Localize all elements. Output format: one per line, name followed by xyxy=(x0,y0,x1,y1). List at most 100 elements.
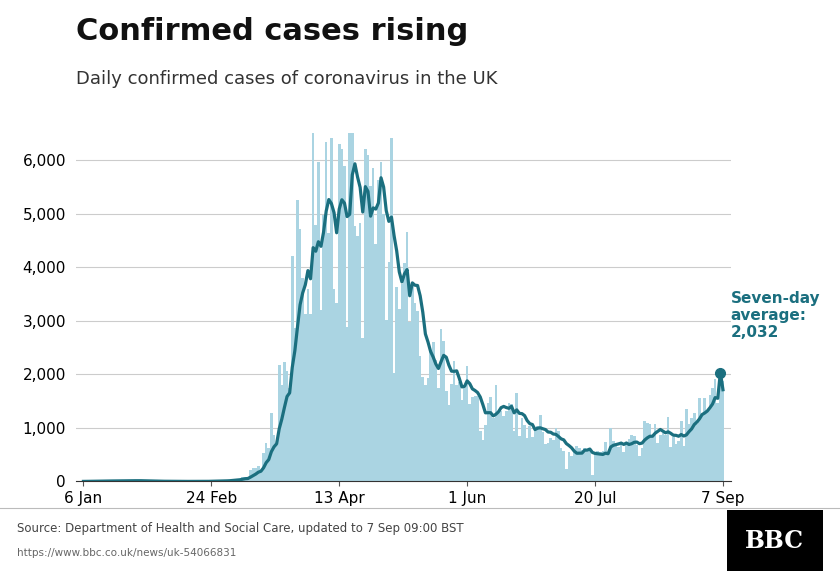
Bar xyxy=(317,162,320,481)
Bar xyxy=(270,414,273,481)
Bar xyxy=(688,423,690,481)
Bar xyxy=(455,385,458,481)
Bar xyxy=(625,443,627,481)
Bar xyxy=(370,186,372,481)
Bar xyxy=(432,342,434,481)
Bar xyxy=(696,424,698,481)
Bar xyxy=(228,480,231,481)
Bar xyxy=(434,360,437,481)
Bar xyxy=(398,310,401,481)
Bar xyxy=(393,373,396,481)
Bar xyxy=(422,377,424,481)
Bar xyxy=(669,447,672,481)
Bar xyxy=(523,425,526,481)
Bar xyxy=(293,328,297,481)
Bar xyxy=(622,452,625,481)
Bar xyxy=(492,418,495,481)
Bar xyxy=(617,447,620,481)
Bar xyxy=(351,12,354,481)
Bar xyxy=(234,479,236,481)
Text: Confirmed cases rising: Confirmed cases rising xyxy=(76,17,468,46)
Bar xyxy=(113,480,116,481)
Bar xyxy=(417,311,419,481)
Bar xyxy=(698,398,701,481)
Bar xyxy=(513,431,516,481)
Bar xyxy=(620,445,622,481)
Bar xyxy=(458,382,460,481)
Bar xyxy=(651,436,654,481)
Bar xyxy=(344,165,346,481)
Bar xyxy=(335,303,338,481)
Bar xyxy=(307,289,309,481)
Bar xyxy=(476,397,479,481)
Bar xyxy=(413,303,417,481)
Bar xyxy=(382,214,385,481)
Bar xyxy=(460,400,463,481)
Bar xyxy=(328,233,330,481)
Bar xyxy=(443,341,445,481)
Bar xyxy=(662,433,664,481)
Bar xyxy=(247,478,249,481)
Bar xyxy=(641,448,643,481)
Bar xyxy=(552,440,554,481)
Bar xyxy=(241,477,244,481)
Text: https://www.bbc.co.uk/news/uk-54066831: https://www.bbc.co.uk/news/uk-54066831 xyxy=(17,548,236,558)
Bar xyxy=(387,262,390,481)
Bar xyxy=(591,476,594,481)
Text: Daily confirmed cases of coronavirus in the UK: Daily confirmed cases of coronavirus in … xyxy=(76,70,497,88)
Bar xyxy=(606,453,609,481)
Bar xyxy=(544,444,547,481)
Bar xyxy=(231,480,234,481)
Bar xyxy=(709,395,711,481)
Bar xyxy=(656,443,659,481)
Bar xyxy=(427,378,429,481)
Bar xyxy=(346,327,349,481)
Bar xyxy=(297,200,299,481)
Bar xyxy=(304,314,307,481)
Bar xyxy=(500,411,502,481)
Bar xyxy=(471,397,474,481)
Bar xyxy=(627,438,630,481)
Bar xyxy=(646,423,648,481)
Bar xyxy=(276,445,278,481)
Bar xyxy=(559,448,563,481)
Bar xyxy=(406,232,408,481)
Bar xyxy=(260,470,262,481)
Bar xyxy=(654,424,656,481)
Bar xyxy=(615,446,617,481)
Bar xyxy=(314,225,317,481)
Bar xyxy=(375,244,377,481)
Bar xyxy=(531,437,533,481)
Bar xyxy=(714,379,717,481)
Bar xyxy=(366,155,370,481)
Bar xyxy=(338,144,340,481)
Bar xyxy=(239,480,241,481)
Bar xyxy=(364,149,366,481)
Bar xyxy=(312,110,314,481)
Bar xyxy=(690,418,693,481)
Bar xyxy=(255,469,257,481)
Bar xyxy=(521,418,523,481)
Bar xyxy=(701,415,703,481)
Bar xyxy=(424,385,427,481)
Text: BBC: BBC xyxy=(745,529,805,553)
Bar xyxy=(226,480,228,481)
Bar xyxy=(236,478,239,481)
Bar xyxy=(586,451,589,481)
Bar xyxy=(533,428,536,481)
Bar xyxy=(680,420,683,481)
Bar xyxy=(495,385,497,481)
Bar xyxy=(437,388,440,481)
Bar xyxy=(575,445,578,481)
Bar xyxy=(659,435,662,481)
Bar xyxy=(445,391,448,481)
Bar xyxy=(333,289,335,481)
Bar xyxy=(596,451,599,481)
Bar xyxy=(568,452,570,481)
Bar xyxy=(693,414,696,481)
Bar xyxy=(286,371,288,481)
Bar xyxy=(557,430,559,481)
Bar xyxy=(526,438,528,481)
Bar xyxy=(340,150,344,481)
Bar xyxy=(486,403,490,481)
